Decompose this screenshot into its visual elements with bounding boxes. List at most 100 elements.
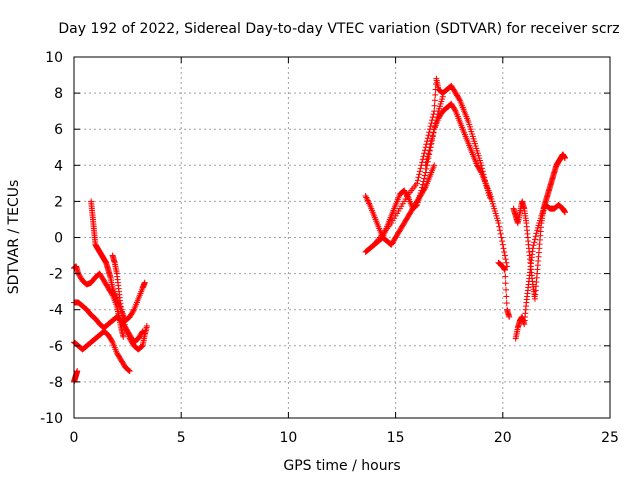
- y-tick-label: 4: [54, 158, 63, 174]
- data-point: [529, 245, 536, 252]
- data-point: [421, 172, 428, 179]
- data-point: [419, 181, 426, 188]
- series-arc-13: [512, 202, 568, 342]
- data-point: [143, 322, 150, 329]
- data-point: [119, 312, 126, 319]
- data-point: [416, 171, 423, 178]
- data-point: [501, 252, 508, 259]
- y-tick-label: 10: [45, 50, 63, 66]
- data-point: [413, 202, 420, 209]
- data-point: [429, 117, 436, 124]
- data-point: [118, 309, 125, 316]
- data-point: [420, 178, 427, 185]
- data-point: [138, 344, 145, 351]
- y-tick-label: 6: [54, 122, 63, 138]
- axis-ticks: [73, 56, 611, 419]
- series-arc-5: [88, 198, 148, 324]
- data-point: [429, 132, 436, 139]
- y-tick-label: 8: [54, 86, 63, 102]
- data-point: [423, 165, 430, 172]
- x-tick-label: 25: [601, 430, 619, 446]
- series-arc-9: [371, 75, 493, 248]
- data-point: [126, 367, 133, 374]
- series-arc-10: [422, 100, 511, 270]
- series-arc-6: [109, 252, 150, 353]
- data-point: [424, 153, 431, 160]
- chart-title: Day 192 of 2022, Sidereal Day-to-day VTE…: [58, 21, 619, 37]
- data-point: [415, 174, 422, 181]
- data-point: [426, 147, 433, 154]
- x-tick-label: 5: [177, 430, 186, 446]
- data-point: [530, 242, 537, 249]
- x-tick-label: 10: [279, 430, 297, 446]
- data-point: [74, 368, 81, 375]
- data-point: [495, 220, 502, 227]
- data-point: [412, 203, 419, 210]
- data-point: [425, 150, 432, 157]
- data-point: [431, 102, 438, 109]
- data-point: [125, 366, 132, 373]
- data-point: [120, 315, 127, 322]
- data-point: [422, 162, 429, 169]
- y-tick-label: -10: [40, 411, 63, 427]
- data-point: [456, 96, 463, 103]
- x-tick-label: 0: [70, 430, 79, 446]
- data-point: [121, 321, 128, 328]
- y-tick-label: -8: [49, 375, 63, 391]
- data-point: [432, 91, 439, 98]
- series-arc-2: [71, 299, 146, 346]
- y-tick-labels: -10 -8 -6 -4 -2 0 2 4 6 8 10: [40, 50, 63, 427]
- data-point: [500, 245, 507, 252]
- data-point: [430, 111, 437, 118]
- data-point: [502, 273, 509, 280]
- data-point: [498, 234, 505, 241]
- data-point: [497, 230, 504, 237]
- data-point: [423, 159, 430, 166]
- data-point: [428, 138, 435, 145]
- data-point: [506, 313, 513, 320]
- data-point: [531, 236, 538, 243]
- data-point: [426, 144, 433, 151]
- data-points: [71, 75, 568, 385]
- data-point: [531, 239, 538, 246]
- series-arc-11: [495, 259, 513, 320]
- y-tick-label: -6: [49, 339, 63, 355]
- data-point: [427, 141, 434, 148]
- data-point: [126, 368, 133, 375]
- y-tick-label: 0: [54, 231, 63, 247]
- data-point: [532, 233, 539, 240]
- data-point: [431, 97, 438, 104]
- data-point: [421, 185, 428, 192]
- data-point: [418, 187, 425, 194]
- data-point: [502, 256, 509, 263]
- y-axis-label: SDTVAR / TECUs: [6, 180, 22, 295]
- data-point: [427, 123, 434, 130]
- data-point: [501, 248, 508, 255]
- series-arc-3: [71, 328, 133, 375]
- data-point: [561, 155, 568, 162]
- data-point: [429, 135, 436, 142]
- data-point: [561, 209, 568, 216]
- data-point: [428, 120, 435, 127]
- data-point: [422, 169, 429, 176]
- data-point: [503, 286, 510, 293]
- data-point: [421, 175, 428, 182]
- data-point: [503, 300, 510, 307]
- data-point: [424, 156, 431, 163]
- data-point: [118, 306, 125, 313]
- data-point: [141, 279, 148, 286]
- data-point: [108, 337, 115, 344]
- data-point: [416, 168, 423, 175]
- data-point: [429, 114, 436, 121]
- data-point: [414, 177, 421, 184]
- data-point: [414, 180, 421, 187]
- data-point: [431, 162, 438, 169]
- data-point: [121, 318, 128, 325]
- data-point: [496, 223, 503, 230]
- x-tick-label: 15: [387, 430, 405, 446]
- data-point: [499, 238, 506, 245]
- series-arc-12: [510, 151, 568, 302]
- data-point: [501, 266, 508, 273]
- data-point: [503, 293, 510, 300]
